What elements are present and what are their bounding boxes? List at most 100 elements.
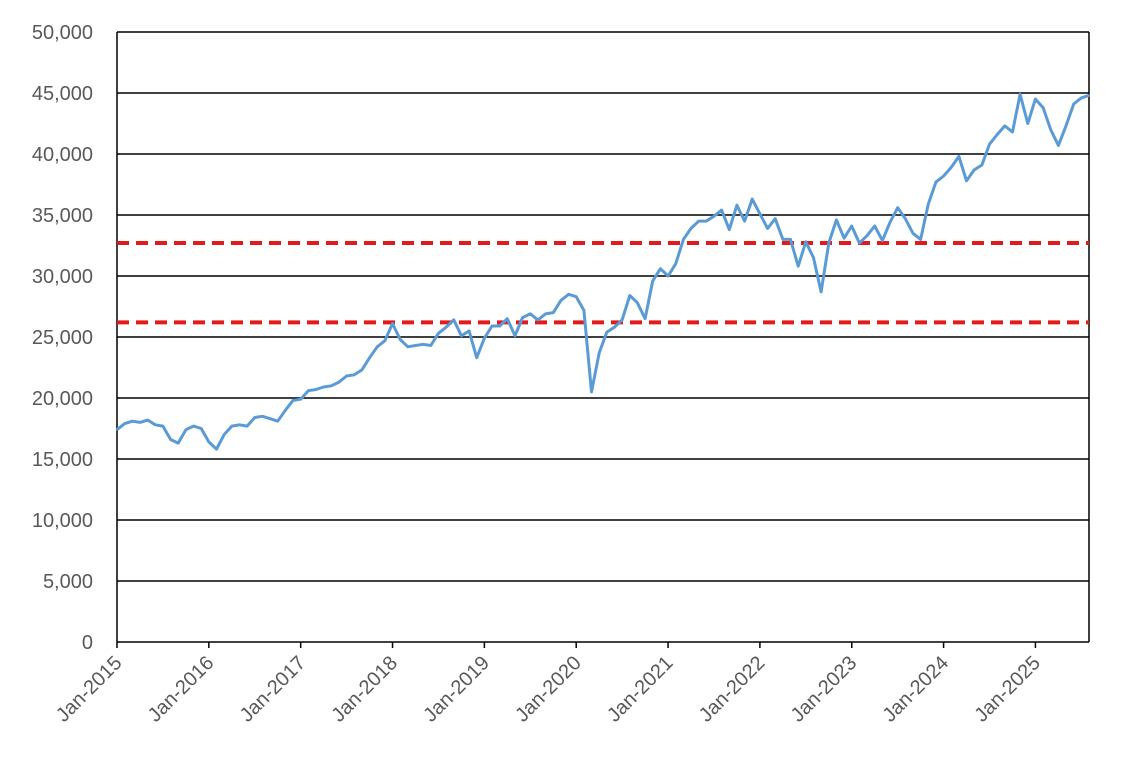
data-point	[942, 175, 945, 177]
data-point	[590, 391, 593, 393]
data-point	[1042, 106, 1044, 109]
data-point	[605, 331, 608, 334]
data-point	[690, 227, 692, 230]
data-point	[1072, 103, 1075, 105]
data-point	[552, 311, 555, 314]
y-tick-label: 40,000	[32, 144, 93, 166]
data-point	[835, 218, 838, 221]
data-point	[361, 369, 363, 371]
y-tick-label: 30,000	[32, 266, 93, 288]
x-tick-label: Jan-2024	[879, 652, 954, 727]
y-tick-label: 25,000	[32, 327, 93, 349]
data-point	[445, 326, 448, 329]
data-point	[789, 238, 792, 241]
data-point	[276, 420, 279, 423]
data-point	[980, 164, 983, 166]
data-point	[261, 415, 264, 418]
data-point	[1019, 93, 1022, 96]
x-tick-label: Jan-2016	[144, 652, 219, 727]
x-tick-label: Jan-2017	[236, 652, 311, 727]
data-point	[292, 399, 294, 402]
data-point	[123, 422, 126, 425]
x-tick-label: Jan-2021	[603, 652, 678, 727]
data-point	[674, 262, 677, 265]
data-point	[621, 319, 624, 321]
data-point	[935, 181, 937, 183]
data-point	[322, 386, 325, 388]
data-point	[200, 427, 203, 430]
data-point	[491, 325, 493, 327]
data-point	[912, 232, 914, 235]
data-point	[1003, 125, 1006, 127]
data-point	[1080, 96, 1083, 99]
data-point	[996, 133, 999, 136]
data-point	[667, 275, 669, 277]
data-point	[812, 256, 815, 259]
data-point	[651, 279, 654, 282]
data-point	[514, 334, 516, 337]
data-point	[468, 330, 470, 332]
data-point	[521, 316, 524, 319]
data-point	[774, 217, 777, 220]
y-tick-label: 15,000	[32, 449, 93, 471]
data-point	[628, 294, 631, 297]
data-point	[414, 344, 417, 347]
data-point	[804, 240, 807, 243]
data-point	[957, 155, 960, 158]
data-point	[705, 220, 708, 223]
data-point	[927, 203, 930, 205]
y-tick-label: 10,000	[32, 510, 93, 532]
data-point	[567, 293, 570, 296]
data-point	[460, 334, 463, 337]
data-point	[376, 345, 379, 348]
data-point	[713, 215, 715, 218]
data-point	[383, 339, 386, 342]
data-point	[950, 166, 953, 169]
data-point	[537, 319, 539, 321]
data-point	[636, 301, 639, 304]
x-tick-label: Jan-2015	[52, 652, 127, 727]
data-point	[575, 295, 578, 298]
data-point	[391, 322, 394, 325]
data-point	[529, 312, 532, 315]
data-point	[192, 425, 195, 427]
data-point	[988, 143, 991, 146]
data-point	[720, 209, 723, 212]
data-point	[965, 179, 968, 182]
data-point	[338, 381, 340, 384]
data-point	[781, 238, 784, 241]
data-point	[207, 441, 210, 443]
data-point	[330, 384, 333, 387]
data-point	[498, 325, 501, 327]
data-point	[483, 337, 486, 340]
x-tick-label: Jan-2018	[328, 652, 403, 727]
data-point	[215, 448, 218, 451]
y-tick-label: 20,000	[32, 388, 93, 410]
data-point	[452, 319, 455, 321]
data-point	[544, 312, 547, 315]
series-line-1	[116, 92, 1090, 451]
data-point	[560, 299, 562, 302]
data-point	[422, 343, 425, 346]
data-point	[307, 389, 310, 392]
data-point	[881, 239, 884, 242]
data-point	[758, 212, 761, 215]
data-point	[345, 375, 348, 377]
data-point	[184, 428, 187, 431]
data-point	[1065, 125, 1067, 127]
y-tick-label: 5,000	[43, 571, 93, 593]
data-point	[406, 345, 409, 348]
data-point	[154, 423, 157, 426]
data-point	[896, 206, 899, 209]
data-point	[697, 220, 700, 223]
data-point	[644, 317, 646, 320]
data-point	[682, 238, 685, 241]
data-point	[353, 373, 356, 376]
data-point	[873, 225, 876, 227]
data-point	[1049, 128, 1052, 131]
data-point	[843, 237, 845, 240]
x-tick-label: Jan-2022	[695, 652, 770, 727]
data-point	[162, 425, 164, 427]
